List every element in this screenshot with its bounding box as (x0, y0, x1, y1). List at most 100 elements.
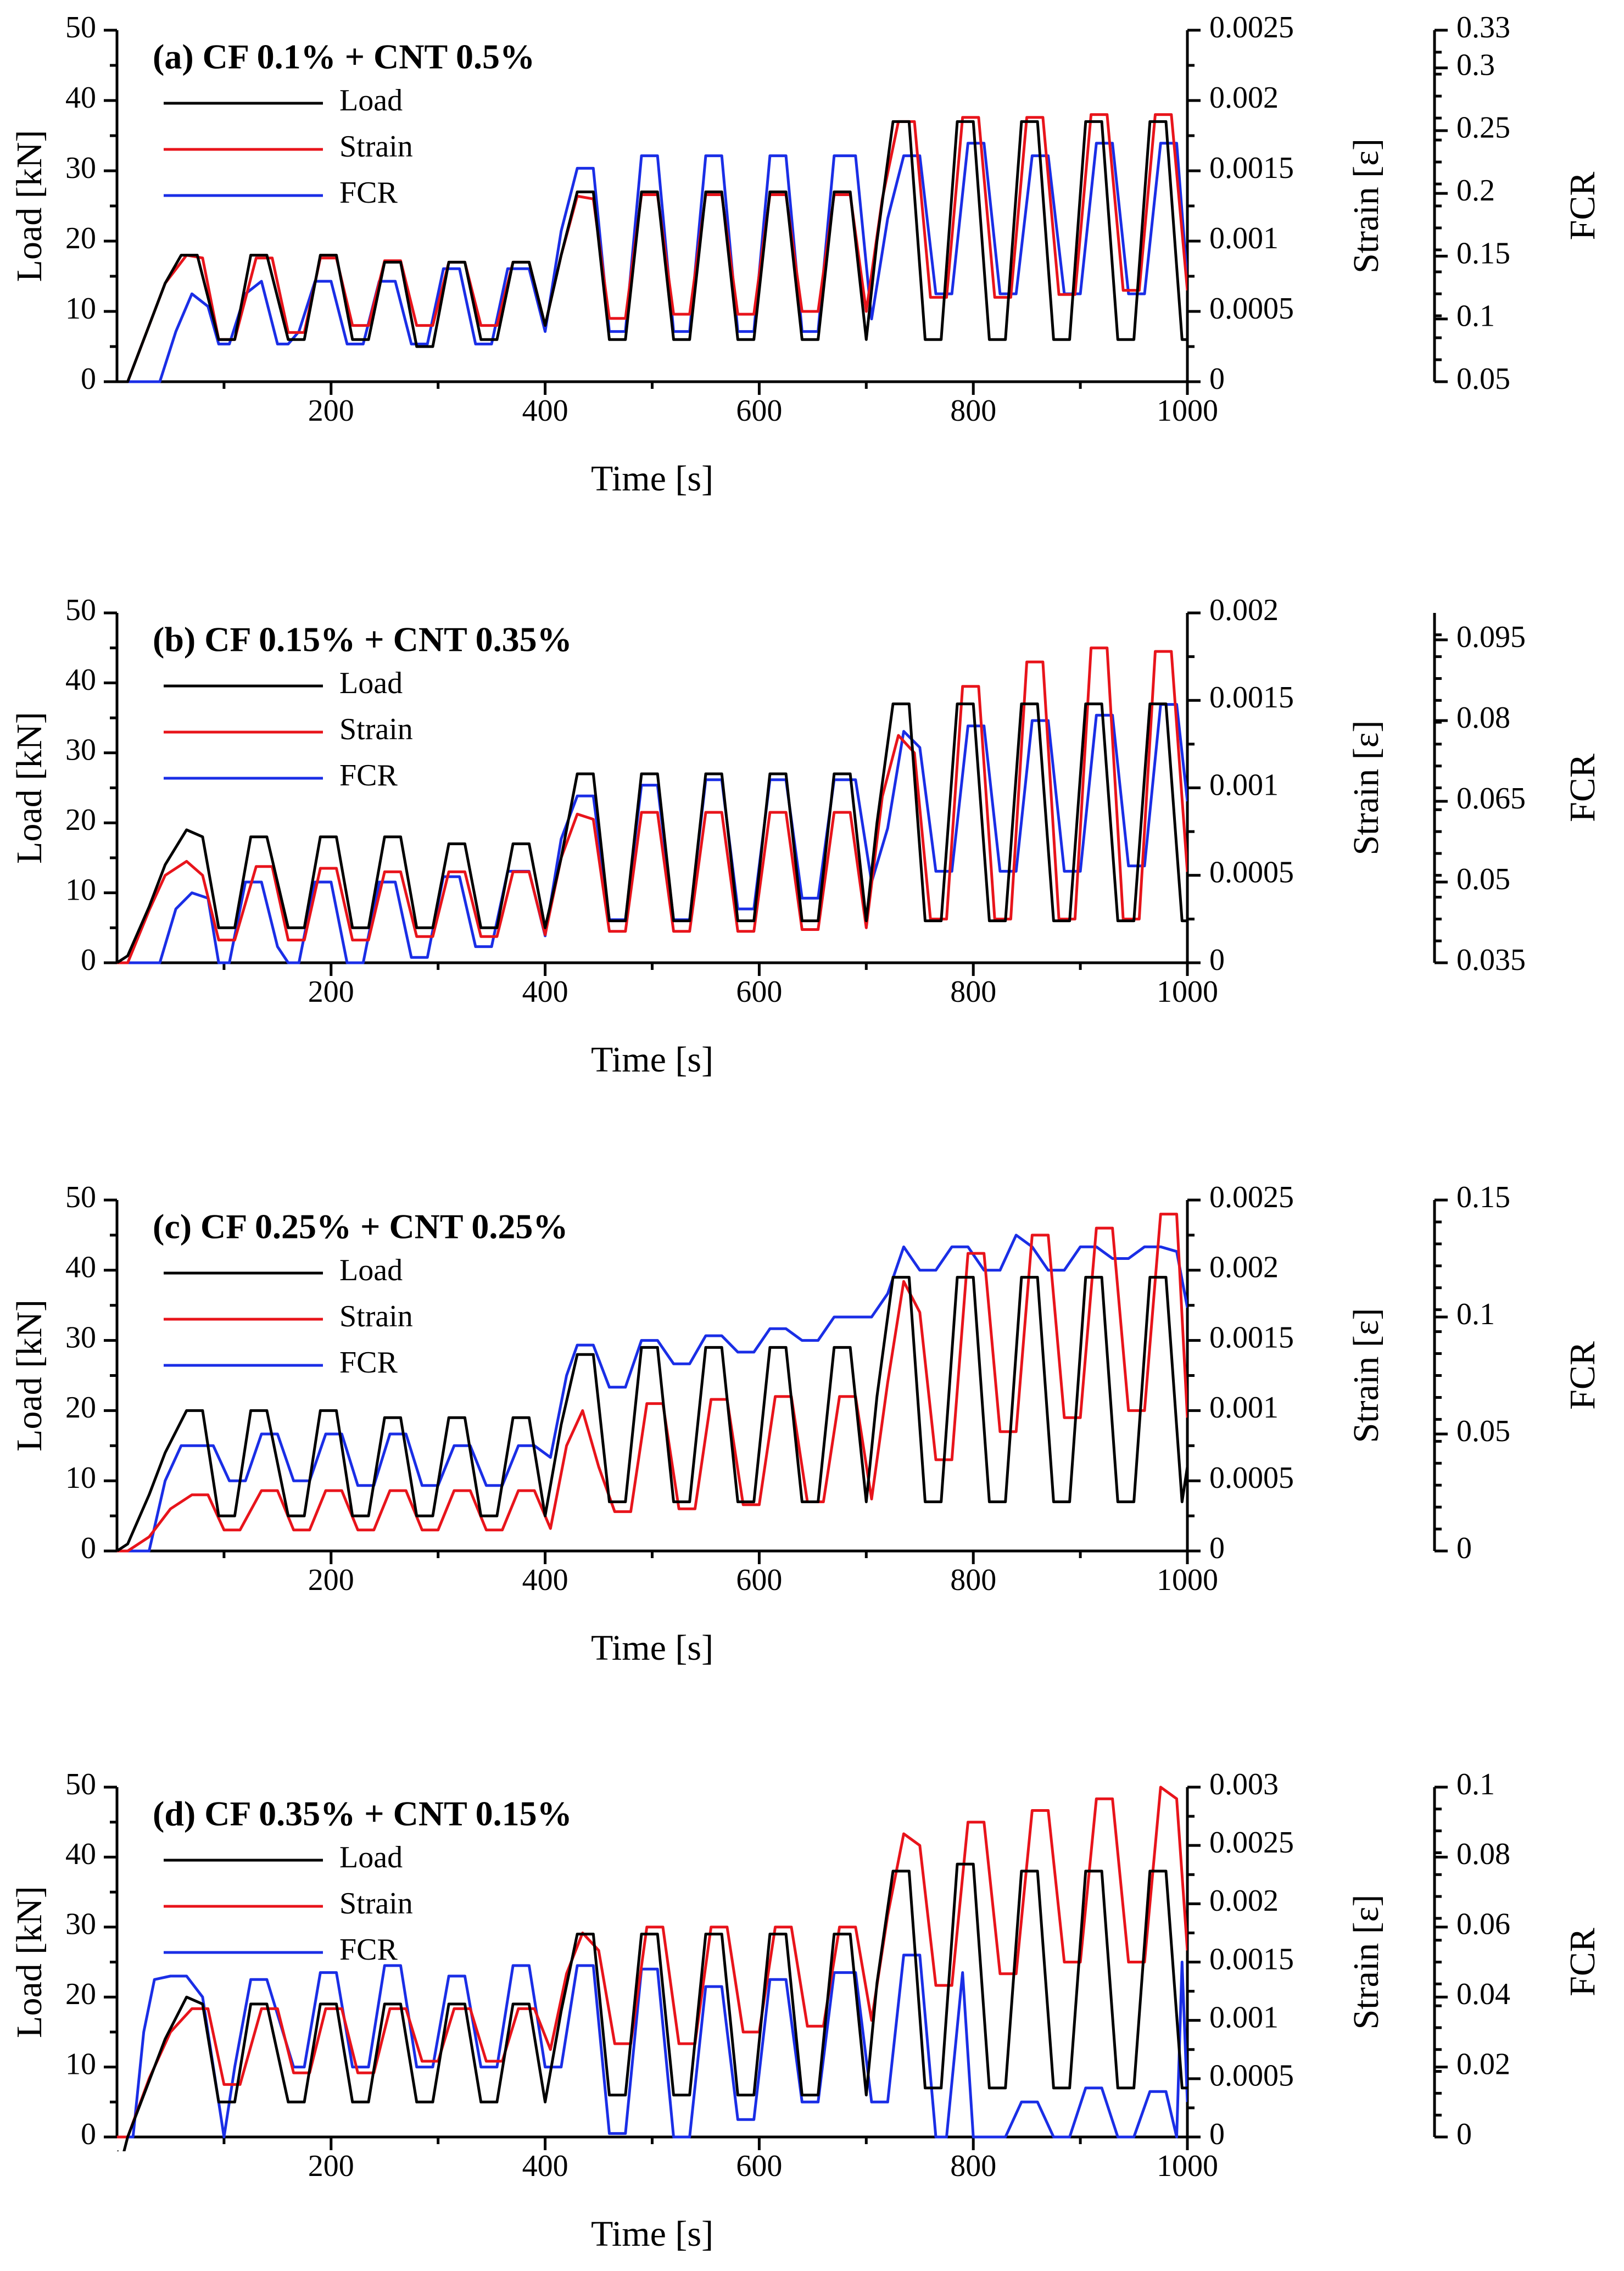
y-tick-label: 20 (65, 1977, 96, 2011)
y-tick-label: 10 (65, 873, 96, 907)
legend-label-load: Load (339, 1840, 403, 1874)
y-tick-label: 0 (81, 362, 96, 396)
y-tick-label: 20 (65, 1391, 96, 1425)
x-axis-label: Time [s] (591, 1040, 713, 1080)
y-tick-label: 50 (65, 1767, 96, 1801)
x-tick-label: 400 (522, 2149, 568, 2183)
y2-tick-label: 0.0015 (1209, 680, 1294, 715)
y3-tick-label: 0.2 (1456, 174, 1495, 208)
y2-axis-label: Strain [ε] (1346, 138, 1386, 274)
y-tick-label: 40 (65, 663, 96, 697)
legend-label-fcr: FCR (339, 1933, 398, 1967)
y3-axis-label: FCR (1562, 1341, 1603, 1410)
y-axis-label: Load [kN] (9, 712, 49, 864)
y3-tick-label: 0.1 (1456, 299, 1495, 333)
series-line-fcr (117, 703, 1187, 964)
y2-axis-label: Strain [ε] (1346, 721, 1386, 856)
y3-tick-label: 0.15 (1456, 1180, 1510, 1214)
legend-label-load: Load (339, 666, 403, 700)
x-tick-label: 800 (950, 975, 996, 1009)
y-tick-label: 0 (81, 1531, 96, 1565)
y2-tick-label: 0.0005 (1209, 856, 1294, 890)
legend-label-strain: Strain (339, 130, 413, 164)
legend-label-load: Load (339, 1253, 403, 1287)
y3-axis-label: FCR (1562, 172, 1603, 241)
legend-label-fcr: FCR (339, 1346, 398, 1380)
y2-tick-label: 0.0005 (1209, 2059, 1294, 2093)
y2-tick-label: 0.0015 (1209, 151, 1294, 185)
y3-tick-label: 0.25 (1456, 111, 1510, 145)
y-tick-label: 50 (65, 593, 96, 627)
y-tick-label: 50 (65, 1180, 96, 1214)
y-tick-label: 20 (65, 221, 96, 255)
legend-label-fcr: FCR (339, 176, 398, 210)
y2-tick-label: 0.002 (1209, 81, 1279, 115)
x-axis-label: Time [s] (591, 2214, 713, 2254)
y3-tick-label: 0 (1456, 1531, 1472, 1565)
x-tick-label: 1000 (1157, 975, 1218, 1009)
y-tick-label: 10 (65, 1461, 96, 1495)
y2-tick-label: 0.0015 (1209, 1942, 1294, 1976)
chart-title: (d) CF 0.35% + CNT 0.15% (153, 1794, 572, 1833)
x-tick-label: 1000 (1157, 1563, 1218, 1597)
y2-tick-label: 0 (1209, 362, 1225, 396)
y2-tick-label: 0.0025 (1209, 10, 1294, 44)
x-tick-label: 1000 (1157, 394, 1218, 428)
y2-axis-label: Strain [ε] (1346, 1308, 1386, 1443)
y2-tick-label: 0.001 (1209, 221, 1279, 255)
x-tick-label: 1000 (1157, 2149, 1218, 2183)
y2-tick-label: 0 (1209, 1531, 1225, 1565)
chart-panel-d: 200 400 600 800 1000 Time [s] 0 10 20 30 40 50 Load … (9, 1767, 1603, 2254)
y2-tick-label: 0.002 (1209, 1251, 1279, 1285)
y2-tick-label: 0.001 (1209, 1391, 1279, 1425)
series-line-strain (117, 1213, 1187, 1553)
x-tick-label: 400 (522, 1563, 568, 1597)
series-lines (117, 113, 1187, 383)
y-tick-label: 30 (65, 1320, 96, 1354)
chart-panel-a: 200 400 600 800 1000 Time [s] 0 10 20 30 40 50 Load … (9, 10, 1603, 499)
y3-tick-label: 0.3 (1456, 48, 1495, 82)
y-tick-label: 10 (65, 292, 96, 326)
series-line-load (117, 702, 1187, 964)
y3-axis-label: FCR (1562, 754, 1603, 822)
y-tick-label: 40 (65, 1837, 96, 1871)
y3-tick-label: 0.04 (1456, 1977, 1510, 2011)
legend-label-load: Load (339, 83, 403, 118)
y-tick-label: 10 (65, 2047, 96, 2081)
legend-label-strain: Strain (339, 1299, 413, 1333)
y3-tick-label: 0.065 (1456, 782, 1526, 816)
x-tick-label: 200 (308, 975, 354, 1009)
y2-tick-label: 0.0015 (1209, 1320, 1294, 1354)
y-tick-label: 30 (65, 1907, 96, 1941)
y-tick-label: 30 (65, 733, 96, 767)
y3-tick-label: 0.02 (1456, 2047, 1510, 2081)
x-axis-label: Time [s] (591, 1628, 713, 1668)
x-tick-label: 200 (308, 394, 354, 428)
series-lines (117, 1785, 1187, 2151)
x-tick-label: 600 (736, 394, 782, 428)
series-line-strain (117, 646, 1187, 964)
chart-panel-b: 200 400 600 800 1000 Time [s] 0 10 20 30 40 50 Load … (9, 593, 1603, 1080)
series-line-strain (117, 1785, 1187, 2139)
y-tick-label: 50 (65, 10, 96, 44)
x-tick-label: 400 (522, 394, 568, 428)
y3-tick-label: 0.33 (1456, 10, 1510, 44)
legend-label-fcr: FCR (339, 758, 398, 793)
y3-tick-label: 0 (1456, 2117, 1472, 2151)
x-axis-label: Time [s] (591, 459, 713, 499)
y3-tick-label: 0.1 (1456, 1767, 1495, 1801)
y3-tick-label: 0.06 (1456, 1907, 1510, 1941)
x-tick-label: 600 (736, 2149, 782, 2183)
y2-tick-label: 0.002 (1209, 1884, 1279, 1918)
y3-tick-label: 0.05 (1456, 862, 1510, 896)
y3-tick-label: 0.08 (1456, 1837, 1510, 1871)
series-line-load (117, 1276, 1187, 1553)
y2-tick-label: 0.001 (1209, 768, 1279, 802)
x-tick-label: 800 (950, 2149, 996, 2183)
y2-tick-label: 0.0005 (1209, 1461, 1294, 1495)
y3-tick-label: 0.15 (1456, 236, 1510, 270)
y-tick-label: 30 (65, 151, 96, 185)
y3-tick-label: 0.05 (1456, 1414, 1510, 1448)
y3-axis-label: FCR (1562, 1928, 1603, 1996)
